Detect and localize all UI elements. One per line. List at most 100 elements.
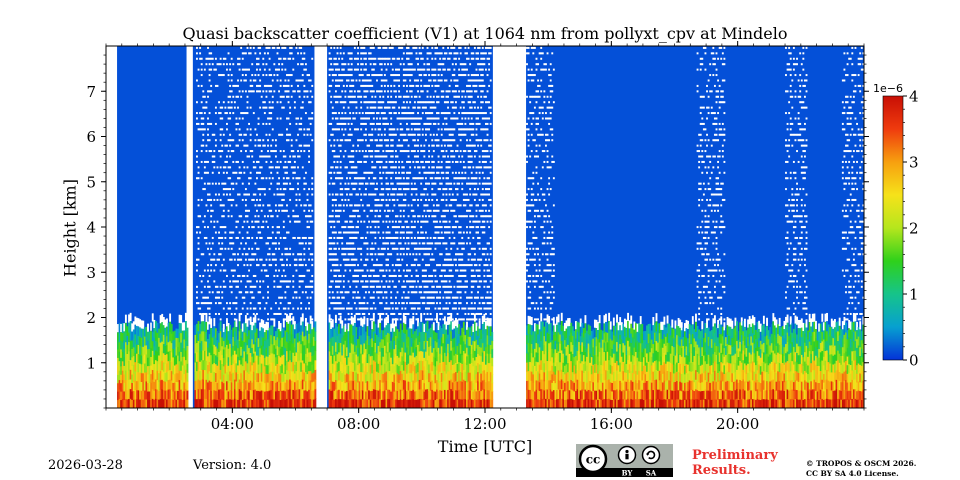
backscatter-cell bbox=[140, 363, 143, 374]
noise-speckle bbox=[306, 198, 309, 201]
backscatter-cell bbox=[412, 380, 415, 390]
noise-speckle bbox=[341, 291, 344, 294]
noise-speckle bbox=[426, 68, 429, 71]
backscatter-cell bbox=[383, 336, 386, 346]
noise-speckle bbox=[371, 155, 374, 158]
noise-speckle bbox=[428, 242, 431, 245]
backscatter-cell bbox=[121, 323, 124, 334]
noise-speckle bbox=[339, 46, 342, 49]
noise-speckle bbox=[364, 285, 367, 288]
backscatter-cell bbox=[402, 360, 405, 371]
backscatter-cell bbox=[241, 382, 244, 392]
noise-speckle bbox=[338, 79, 341, 82]
backscatter-cell bbox=[293, 329, 296, 339]
backscatter-cell bbox=[396, 390, 399, 400]
noise-speckle bbox=[428, 128, 431, 131]
noise-speckle bbox=[349, 269, 352, 272]
noise-speckle bbox=[342, 155, 345, 158]
backscatter-cell bbox=[309, 379, 312, 390]
noise-speckle bbox=[399, 204, 402, 207]
noise-speckle bbox=[424, 220, 427, 223]
noise-speckle bbox=[262, 106, 265, 109]
noise-speckle bbox=[237, 220, 239, 223]
backscatter-cell bbox=[246, 326, 249, 337]
noise-speckle bbox=[284, 291, 287, 294]
backscatter-cell bbox=[357, 381, 359, 392]
noise-speckle bbox=[287, 302, 290, 305]
noise-speckle bbox=[402, 106, 405, 109]
noise-speckle bbox=[227, 209, 230, 212]
cloud-top-cell bbox=[184, 312, 187, 321]
noise-speckle bbox=[358, 302, 361, 305]
backscatter-cell bbox=[298, 388, 301, 399]
backscatter-cell bbox=[295, 351, 298, 362]
noise-speckle bbox=[398, 177, 401, 180]
noise-speckle bbox=[344, 231, 347, 234]
noise-speckle bbox=[374, 177, 377, 180]
noise-speckle bbox=[393, 166, 396, 169]
noise-speckle bbox=[341, 226, 344, 229]
noise-speckle bbox=[372, 106, 375, 109]
noise-speckle bbox=[349, 220, 352, 223]
noise-speckle bbox=[415, 291, 418, 294]
backscatter-cell bbox=[203, 359, 206, 371]
noise-speckle bbox=[350, 171, 353, 174]
noise-speckle bbox=[308, 150, 311, 153]
backscatter-cell bbox=[173, 365, 176, 375]
backscatter-cell bbox=[132, 390, 135, 400]
noise-speckle bbox=[304, 144, 307, 147]
noise-speckle bbox=[259, 84, 262, 87]
noise-speckle bbox=[379, 177, 382, 180]
noise-speckle bbox=[230, 269, 233, 272]
noise-speckle bbox=[237, 106, 239, 109]
noise-speckle bbox=[417, 307, 419, 310]
backscatter-cell bbox=[136, 398, 138, 409]
noise-speckle bbox=[401, 144, 404, 147]
noise-speckle bbox=[339, 122, 342, 125]
noise-speckle bbox=[385, 302, 388, 305]
backscatter-cell bbox=[117, 349, 119, 358]
noise-speckle bbox=[256, 177, 258, 180]
backscatter-cell bbox=[156, 351, 159, 362]
noise-speckle bbox=[338, 144, 341, 147]
backscatter-cell bbox=[140, 346, 143, 356]
noise-speckle bbox=[431, 84, 434, 87]
noise-speckle bbox=[372, 269, 375, 272]
noise-speckle bbox=[311, 253, 314, 256]
backscatter-cell bbox=[352, 343, 355, 354]
noise-speckle bbox=[339, 188, 342, 191]
backscatter-cell bbox=[148, 365, 151, 375]
noise-speckle bbox=[396, 258, 399, 261]
noise-speckle bbox=[334, 247, 337, 250]
backscatter-cell bbox=[224, 355, 227, 365]
noise-speckle bbox=[276, 285, 279, 288]
backscatter-cell bbox=[126, 371, 129, 382]
noise-speckle bbox=[259, 46, 262, 49]
noise-speckle bbox=[379, 155, 382, 158]
noise-speckle bbox=[292, 57, 295, 60]
backscatter-cell bbox=[379, 351, 382, 362]
backscatter-cell bbox=[259, 390, 262, 400]
noise-speckle bbox=[226, 68, 228, 71]
noise-speckle bbox=[238, 57, 241, 60]
noise-speckle bbox=[267, 144, 269, 147]
backscatter-cell bbox=[150, 365, 153, 375]
backscatter-cell bbox=[267, 373, 269, 383]
cloud-top-cell bbox=[341, 320, 344, 329]
backscatter-cell bbox=[224, 346, 227, 357]
noise-speckle bbox=[244, 242, 247, 245]
noise-speckle bbox=[331, 264, 334, 267]
noise-speckle bbox=[417, 117, 419, 120]
noise-speckle bbox=[246, 312, 249, 315]
backscatter-cell bbox=[409, 363, 412, 374]
noise-speckle bbox=[383, 128, 386, 131]
backscatter-cell bbox=[263, 365, 266, 375]
noise-speckle bbox=[428, 101, 431, 104]
backscatter-cell bbox=[226, 371, 228, 382]
noise-speckle bbox=[279, 285, 282, 288]
noise-speckle bbox=[357, 177, 359, 180]
noise-speckle bbox=[390, 90, 393, 93]
noise-speckle bbox=[216, 296, 219, 299]
backscatter-cell bbox=[230, 355, 233, 366]
noise-speckle bbox=[246, 280, 249, 283]
